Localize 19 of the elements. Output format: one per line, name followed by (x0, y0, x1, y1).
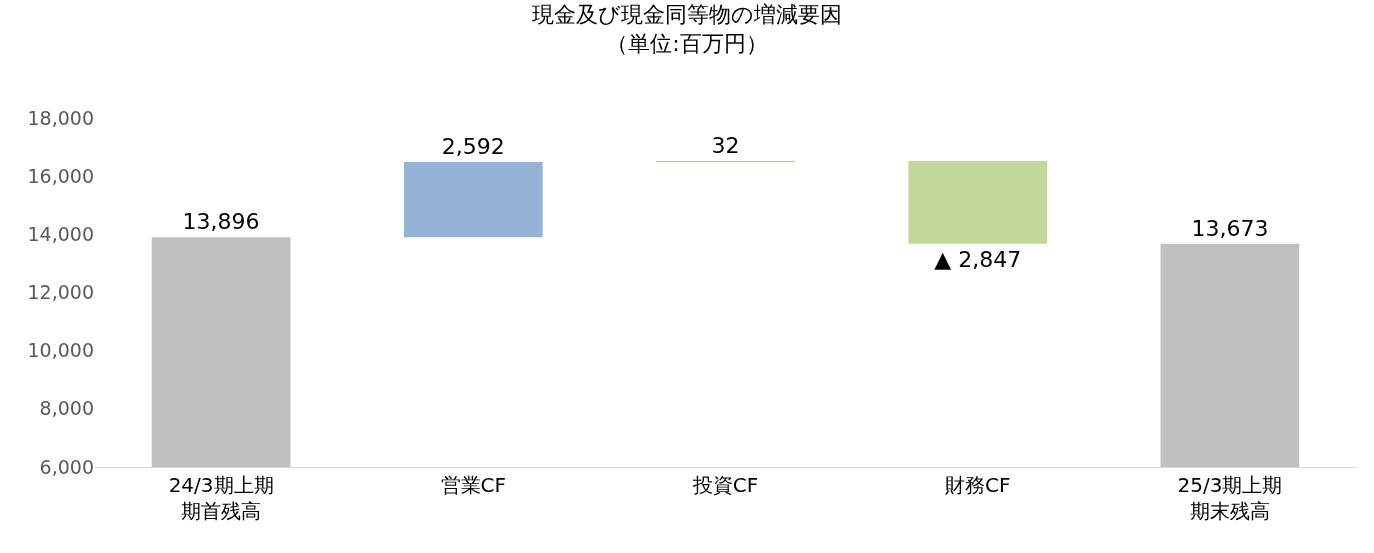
x-tick-label: 投資CF (691, 473, 759, 497)
x-tick-label: 24/3期上期期首残高 (168, 473, 274, 523)
data-label: ▲ 2,847 (934, 246, 1022, 272)
y-tick-label: 8,000 (39, 397, 94, 420)
x-tick-label: 財務CF (944, 473, 1011, 497)
y-tick-label: 12,000 (27, 281, 94, 304)
y-tick-label: 16,000 (27, 164, 94, 187)
y-tick-label: 6,000 (39, 455, 94, 478)
x-tick-label: 25/3期上期期末残高 (1177, 473, 1283, 523)
y-tick-label: 10,000 (27, 339, 94, 362)
y-tick-label: 14,000 (27, 222, 94, 245)
chart-subtitle: （単位:百万円） (606, 30, 768, 56)
data-label: 32 (711, 133, 740, 158)
chart-title: 現金及び現金同等物の増減要因 (532, 2, 842, 28)
y-tick-label: 18,000 (27, 106, 94, 129)
data-label: 2,592 (441, 133, 505, 159)
data-label: 13,896 (182, 209, 260, 235)
x-tick-label: 営業CF (440, 473, 507, 497)
data-label: 13,673 (1191, 215, 1269, 241)
